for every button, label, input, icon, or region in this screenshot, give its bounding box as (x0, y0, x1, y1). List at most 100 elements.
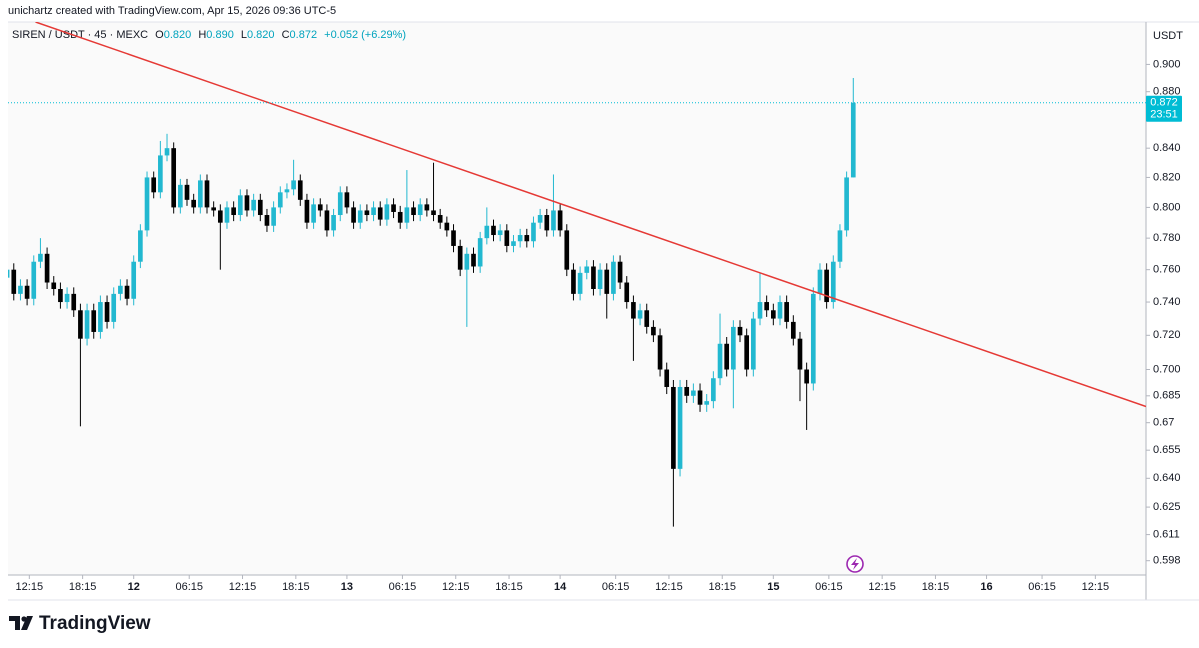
candle-body (397, 211, 403, 223)
legend-low: 0.820 (247, 29, 275, 41)
plot-layer (8, 22, 1146, 527)
candle-body (384, 204, 390, 220)
candle-body (51, 282, 57, 289)
candle-body (571, 269, 576, 294)
candle-body (724, 343, 730, 370)
candle-body (577, 272, 583, 294)
candle-body (564, 230, 570, 270)
x-tick-label: 12:15 (868, 581, 896, 593)
candle-body (251, 199, 256, 211)
candle-body (471, 253, 476, 267)
brand-name: TradingView (39, 613, 151, 634)
last-price-label: 0.872 (1150, 97, 1178, 109)
candle-body (604, 269, 610, 294)
candle-body (784, 302, 789, 322)
candle-body (257, 199, 263, 216)
candle-body (751, 318, 756, 370)
candle-body (391, 204, 396, 212)
candle-body (277, 192, 283, 208)
candle-body (178, 184, 183, 208)
candle-body (711, 378, 716, 402)
candle-body (131, 261, 137, 299)
candle-body (737, 326, 743, 336)
candle-body (124, 285, 130, 299)
y-tick-label: 0.700 (1153, 363, 1181, 375)
x-tick-label: 14 (554, 581, 567, 593)
candle-body (291, 180, 296, 190)
candle-body (104, 302, 110, 322)
candle-body (344, 192, 350, 208)
candle-body (364, 210, 370, 216)
candle-body (477, 238, 483, 267)
candle-body (731, 326, 736, 370)
y-tick-label: 0.820 (1153, 171, 1181, 183)
y-tick-label: 0.800 (1153, 201, 1181, 213)
candle-body (797, 338, 803, 370)
candle-body (337, 192, 343, 216)
candle-body (331, 215, 336, 231)
candle-body (424, 204, 430, 211)
candle-body (651, 326, 656, 336)
candle-body (431, 210, 436, 216)
candle-body (591, 266, 596, 289)
candle-body (504, 230, 510, 246)
candle-body (844, 177, 849, 231)
candle-body (617, 261, 623, 283)
candle-body (98, 302, 103, 332)
legend-open: 0.820 (164, 29, 192, 41)
candle-body (18, 285, 23, 294)
candle-body (78, 310, 83, 339)
legend-low-label: L (241, 29, 247, 41)
candle-body (144, 177, 150, 231)
y-tick-label: 0.880 (1153, 86, 1181, 98)
candle-body (671, 386, 676, 469)
header: unichartz created with TradingView.com, … (8, 5, 336, 17)
overlay-layer: 0.900 0.880 0.840 0.820 0.800 0.780 0.760 0.740… (16, 58, 1182, 593)
candle-body (457, 245, 463, 270)
alert-bolt (851, 558, 859, 570)
candle-body (111, 293, 117, 322)
legend-symbol: SIREN / USDT · 45 · MEXC (12, 29, 148, 41)
x-tick-label: 18:15 (922, 581, 950, 593)
candle-body (297, 180, 303, 200)
price-unit: USDT (1153, 30, 1183, 42)
candle-body (244, 195, 250, 211)
candle-body (830, 261, 836, 303)
y-tick-label: 0.655 (1153, 444, 1181, 456)
candle-body (657, 335, 663, 370)
candle-body (58, 288, 63, 303)
candle-body (777, 302, 783, 319)
candle-body (637, 310, 643, 319)
legend-change: +0.052 (+6.29%) (324, 29, 406, 41)
legend: SIREN / USDT · 45 · MEXC O0.820 H0.890 L… (12, 29, 406, 41)
candle-body (597, 269, 603, 289)
candle-body (404, 207, 410, 223)
candle-body (517, 235, 523, 242)
candle-body (544, 215, 550, 231)
candle-body (764, 302, 769, 311)
x-tick-label: 12:15 (442, 581, 470, 593)
candle-body (271, 207, 276, 226)
candle-body (644, 310, 650, 327)
candle-body (118, 285, 123, 294)
y-tick-label: 0.720 (1153, 329, 1181, 341)
candle-body (511, 241, 516, 246)
candle-body (311, 204, 316, 223)
candle-body (231, 207, 236, 216)
candle-body (817, 269, 823, 294)
candle-body (191, 199, 197, 208)
candle-body (38, 253, 43, 262)
candle-body (91, 310, 97, 332)
brand-logo (9, 616, 33, 630)
legend-open-label: O (155, 29, 164, 41)
candle-body (371, 207, 376, 216)
y-tick-label: 0.598 (1153, 555, 1181, 567)
y-tick-label: 0.611 (1153, 529, 1180, 541)
candle-body (744, 335, 750, 370)
y-tick-label: 0.780 (1153, 232, 1181, 244)
candle-body (704, 401, 710, 405)
y-tick-label: 0.740 (1153, 296, 1181, 308)
y-tick-label: 0.625 (1153, 501, 1181, 513)
